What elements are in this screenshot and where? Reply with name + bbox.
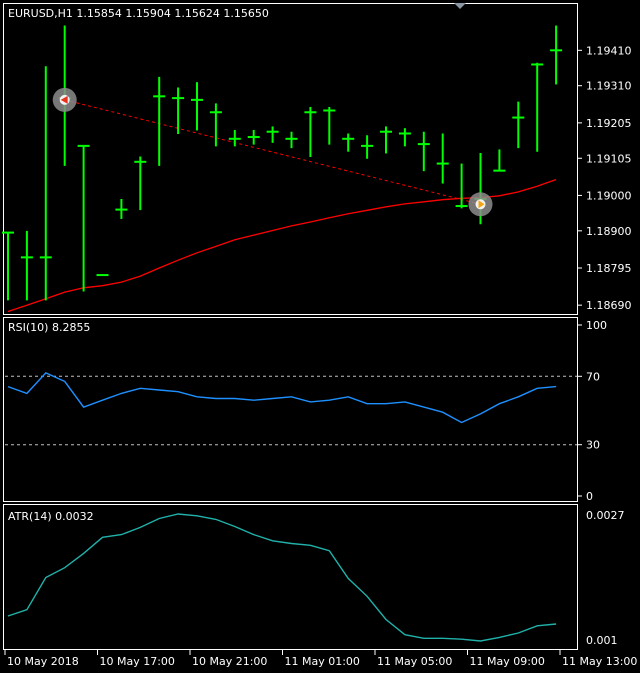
- ohlc-bar: [209, 103, 222, 147]
- ohlc-bar: [77, 144, 90, 292]
- ohlc-bar: [512, 101, 525, 149]
- ohlc-bar: [247, 129, 260, 145]
- ohlc-bar: [493, 149, 506, 172]
- ohlc-bar: [398, 128, 411, 147]
- chart-shift-marker-icon[interactable]: [454, 3, 466, 9]
- rsi-tick-label: 30: [586, 439, 600, 452]
- main-chart-header: EURUSD,H1 1.15854 1.15904 1.15624 1.1565…: [8, 7, 269, 20]
- trendline: [64, 99, 481, 205]
- ohlc-bar: [20, 230, 33, 301]
- rsi-panel[interactable]: [3, 317, 578, 502]
- ohlc-bar: [96, 274, 109, 277]
- atr-line: [7, 513, 557, 642]
- time-tick-label: 10 May 17:00: [100, 655, 175, 668]
- price-tick-label: 1.18690: [586, 299, 632, 312]
- time-tick-label: 11 May 01:00: [285, 655, 360, 668]
- price-tick-label: 1.19410: [586, 44, 632, 57]
- ohlc-bar: [2, 231, 14, 301]
- atr-tick-label: 0.001: [586, 634, 618, 647]
- ohlc-bar: [550, 25, 563, 85]
- ohlc-bar: [531, 62, 544, 152]
- ohlc-bar: [417, 131, 430, 172]
- rsi-line: [7, 372, 557, 424]
- time-axis: 10 May 2018 10 May 17:00 10 May 21:00 11 Ma…: [4, 650, 637, 668]
- time-tick-label: 10 May 2018: [7, 655, 79, 668]
- atr-tick-label: 0.0027: [586, 509, 625, 522]
- rsi-plot: [5, 372, 577, 446]
- atr-header: ATR(14) 0.0032: [8, 510, 94, 523]
- price-tick-label: 1.19000: [586, 189, 632, 202]
- rsi-tick-label: 0: [586, 490, 593, 503]
- ohlc-bar: [436, 133, 449, 184]
- time-tick-label: 11 May 13:00: [562, 655, 637, 668]
- ohlc-bar: [285, 131, 298, 149]
- ohlc-bar: [323, 106, 336, 145]
- ohlc-bar: [134, 156, 147, 211]
- ohlc-bar: [342, 133, 355, 152]
- trade-marker-icon: [468, 192, 493, 217]
- main-plot: [2, 25, 563, 313]
- ohlc-bar: [455, 163, 468, 209]
- rsi-tick-label: 100: [586, 319, 607, 332]
- ohlc-bar: [361, 135, 374, 159]
- rsi-tick-label: 70: [586, 370, 600, 383]
- trade-marker-icon: [52, 87, 77, 112]
- marker-arrow: [60, 95, 68, 104]
- ohlc-bar: [191, 82, 203, 131]
- ohlc-bar: [153, 76, 166, 166]
- price-tick-label: 1.19310: [586, 80, 632, 93]
- ohlc-bar: [172, 87, 185, 134]
- price-tick-label: 1.18900: [586, 225, 632, 238]
- atr-panel[interactable]: [3, 504, 578, 650]
- time-tick-label: 11 May 09:00: [470, 655, 545, 668]
- ohlc-bar: [228, 129, 241, 147]
- moving-average-line: [7, 178, 557, 313]
- atr-plot: [7, 513, 557, 642]
- ohlc-bar: [266, 126, 279, 143]
- ohlc-bar: [304, 106, 317, 157]
- price-tick-label: 1.18795: [586, 262, 632, 275]
- marker-arrow: [478, 200, 485, 209]
- ohlc-bar: [380, 126, 392, 154]
- price-axis: 1.19410 1.19310 1.19205 1.19105 1.19000 1.189…: [578, 44, 632, 647]
- price-tick-label: 1.19105: [586, 152, 632, 165]
- time-tick-label: 10 May 21:00: [192, 655, 267, 668]
- ohlc-bar: [39, 66, 52, 301]
- main-panel[interactable]: [3, 3, 578, 315]
- rsi-header: RSI(10) 8.2855: [8, 321, 90, 334]
- price-tick-label: 1.19205: [586, 117, 632, 130]
- time-tick-label: 11 May 05:00: [377, 655, 452, 668]
- ohlc-bar: [115, 198, 128, 219]
